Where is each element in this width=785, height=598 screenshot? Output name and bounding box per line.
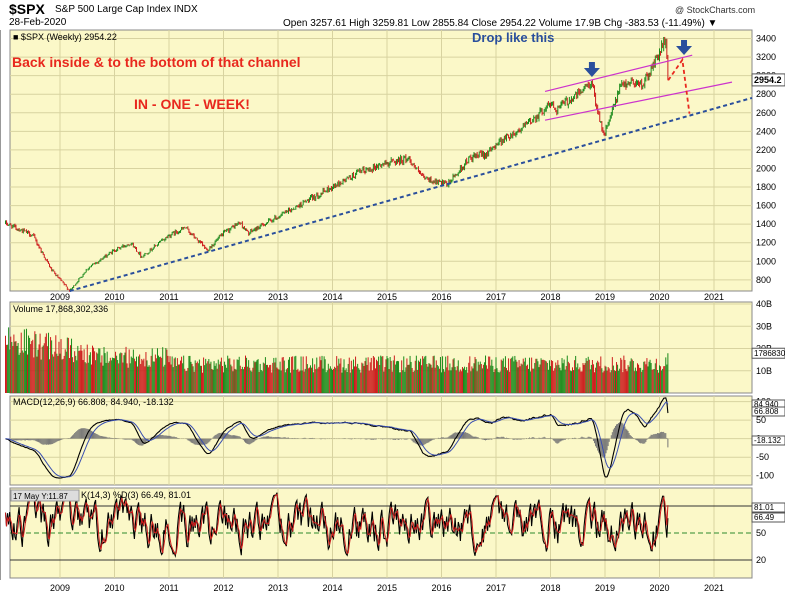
price-panel [9, 29, 753, 292]
channel-upper-line [544, 54, 693, 92]
year-tick-label: 2013 [268, 583, 288, 593]
stochastic-value-box [751, 512, 785, 523]
volume-tick-label: 30B [756, 321, 772, 331]
ohlc-summary: Open 3257.61 High 3259.81 Low 2855.84 Cl… [283, 18, 718, 29]
macd-value-label: 84.940 [754, 400, 779, 409]
down-arrow-2018-shaft [588, 62, 595, 69]
year-tick-label: 2019 [595, 583, 615, 593]
year-tick-label: 2015 [377, 292, 397, 302]
macd-tick-label: -100 [756, 471, 774, 481]
year-tick-label: 2014 [322, 583, 342, 593]
year-tick-label: 2016 [431, 583, 451, 593]
year-tick-label: 2020 [649, 292, 669, 302]
price-tick-label: 2000 [756, 163, 776, 173]
date-label: 28-Feb-2020 [9, 17, 67, 28]
stochastic-tick-label: 50 [756, 528, 766, 538]
year-tick-label: 2012 [213, 292, 233, 302]
price-tick-label: 1600 [756, 201, 776, 211]
price-legend: ■ $SPX (Weekly) 2954.22 [13, 32, 117, 42]
year-tick-label: 2020 [649, 583, 669, 593]
year-tick-label: 2021 [704, 583, 724, 593]
macd-histogram [6, 422, 669, 458]
long-term-trendline [69, 96, 753, 292]
price-tick-label: 1000 [756, 256, 776, 266]
year-tick-label: 2014 [322, 292, 342, 302]
year-tick-label: 2009 [50, 292, 70, 302]
stochastic-tag-box [10, 489, 80, 502]
price-tick-label: 1800 [756, 182, 776, 192]
symbol-label: $SPX [9, 1, 45, 17]
stochastic-k-line [4, 490, 669, 558]
year-tick-label: 2011 [159, 292, 178, 302]
price-tick-label: 1400 [756, 219, 776, 229]
stochastic-value-box [751, 502, 785, 513]
price-tick-label: 2400 [756, 126, 776, 136]
volume-tick-label: 10B [756, 366, 772, 376]
annotation-drop-like-this: Drop like this [472, 30, 554, 45]
macd-legend: MACD(12,26,9) 66.808, 84.940, -18.132 [13, 397, 174, 407]
volume-bars [5, 327, 669, 393]
year-tick-label: 2018 [540, 292, 560, 302]
year-tick-label: 2016 [431, 292, 451, 302]
channel-lower-line [544, 81, 733, 121]
annotation-in-one-week: IN - ONE - WEEK! [134, 96, 250, 112]
down-arrow-2020 [676, 46, 693, 55]
annotation-back-inside: Back inside & to the bottom of that chan… [12, 54, 301, 70]
last-price-box [751, 73, 785, 87]
year-tick-label: 2013 [268, 292, 288, 302]
year-tick-label: 2015 [377, 583, 397, 593]
frame-left-border [0, 30, 1, 580]
year-tick-label: 2021 [704, 292, 724, 302]
year-tick-label: 2011 [159, 583, 178, 593]
price-tick-label: 1200 [756, 238, 776, 248]
stochastic-value-label: 66.49 [754, 513, 775, 522]
company-label: S&P 500 Large Cap Index INDX [55, 4, 198, 15]
projection-dashed-path [667, 57, 691, 114]
stochastic-tick-label: 20 [756, 555, 766, 565]
macd-value-box [751, 435, 785, 446]
chart-header: $SPX S&P 500 Large Cap Index INDX 28-Feb… [0, 0, 785, 30]
macd-tick-label: -50 [756, 452, 769, 462]
last-volume-box [751, 347, 785, 359]
last-volume-label: 17868302336 [754, 349, 785, 358]
macd-signal-line [5, 401, 669, 478]
price-tick-label: 3200 [756, 52, 776, 62]
stockcharts-watermark: @ StockCharts.com [675, 5, 756, 15]
stochastic-tag: 17 May Y:11.87 [13, 492, 68, 501]
macd-value-box [751, 406, 785, 417]
price-tick-label: 2200 [756, 145, 776, 155]
year-tick-label: 2010 [104, 292, 124, 302]
stochastic-d-line [5, 491, 669, 556]
price-tick-label: 2800 [756, 89, 776, 99]
macd-tick-label: 50 [756, 415, 766, 425]
year-tick-label: 2009 [50, 583, 70, 593]
year-tick-label: 2017 [486, 583, 506, 593]
year-tick-label: 2018 [540, 583, 560, 593]
year-tick-label: 2010 [104, 583, 124, 593]
year-tick-label: 2012 [213, 583, 233, 593]
macd-value-label: -18.132 [754, 436, 782, 445]
stochastic-value-label: 81.01 [754, 503, 775, 512]
year-tick-label: 2019 [595, 292, 615, 302]
price-tick-label: 2600 [756, 108, 776, 118]
last-price-label: 2954.2 [754, 75, 782, 85]
stochastic-legend: K(14,3) %D(3) 66.49, 81.01 [81, 490, 191, 500]
macd-value-label: 66.808 [754, 407, 779, 416]
price-bars [5, 36, 669, 292]
down-arrow-2018 [583, 68, 600, 77]
price-tick-label: 800 [756, 275, 771, 285]
price-tick-label: 3400 [756, 33, 776, 43]
volume-tick-label: 40B [756, 299, 772, 309]
down-arrow-2020-shaft [681, 40, 688, 47]
year-tick-label: 2017 [486, 292, 506, 302]
volume-legend: Volume 17,868,302,336 [13, 304, 108, 314]
